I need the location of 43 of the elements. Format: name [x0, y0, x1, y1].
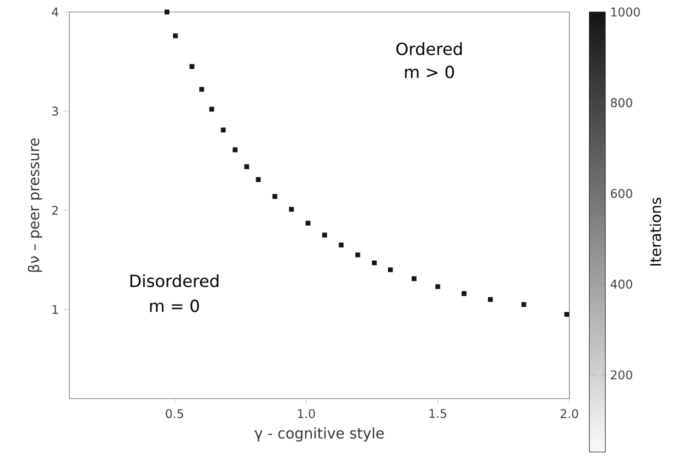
- point: [355, 252, 360, 258]
- x-axis-title: γ - cognitive style: [254, 427, 384, 442]
- point: [272, 194, 278, 199]
- x-tick-label: 2.0: [560, 409, 578, 418]
- color-bar-label: 600: [610, 188, 632, 198]
- point: [372, 260, 377, 266]
- point: [322, 232, 327, 238]
- point: [172, 33, 178, 38]
- point: [338, 242, 344, 248]
- point: [412, 276, 416, 282]
- point: [521, 302, 526, 307]
- color-bar-label: 400: [610, 280, 632, 289]
- point: [488, 297, 493, 302]
- x-tick-label: 1.5: [430, 409, 446, 418]
- point: [164, 10, 170, 14]
- point: [199, 86, 204, 92]
- point: [209, 106, 214, 112]
- annotation: m > 0: [405, 66, 454, 78]
- color-bar-label: 200: [610, 370, 632, 380]
- y-axis-title: βν – peer pressure: [28, 138, 42, 272]
- point: [190, 64, 194, 69]
- y-tick-label: 1: [52, 305, 58, 314]
- color-bar-label: 800: [610, 98, 632, 108]
- point: [220, 128, 226, 132]
- point: [244, 164, 250, 170]
- annotation: m = 0: [150, 300, 199, 312]
- annotation: Disordered: [130, 274, 218, 288]
- point: [289, 206, 294, 212]
- color-bar-label: 1000: [611, 7, 640, 17]
- y-tick-label: 2: [52, 206, 58, 215]
- x-tick-label: 1.0: [298, 409, 315, 418]
- color-bar-title: Iterations: [650, 198, 662, 266]
- x-tick-label: 0.5: [166, 409, 184, 418]
- point: [388, 267, 393, 272]
- y-tick-label: 4: [52, 8, 58, 16]
- y-tick-label: 3: [52, 106, 58, 116]
- point: [564, 312, 570, 317]
- point: [232, 147, 238, 152]
- point: [462, 291, 466, 296]
- point: [435, 284, 440, 290]
- point: [256, 177, 261, 182]
- point: [306, 220, 310, 226]
- annotation: Ordered: [396, 42, 462, 56]
